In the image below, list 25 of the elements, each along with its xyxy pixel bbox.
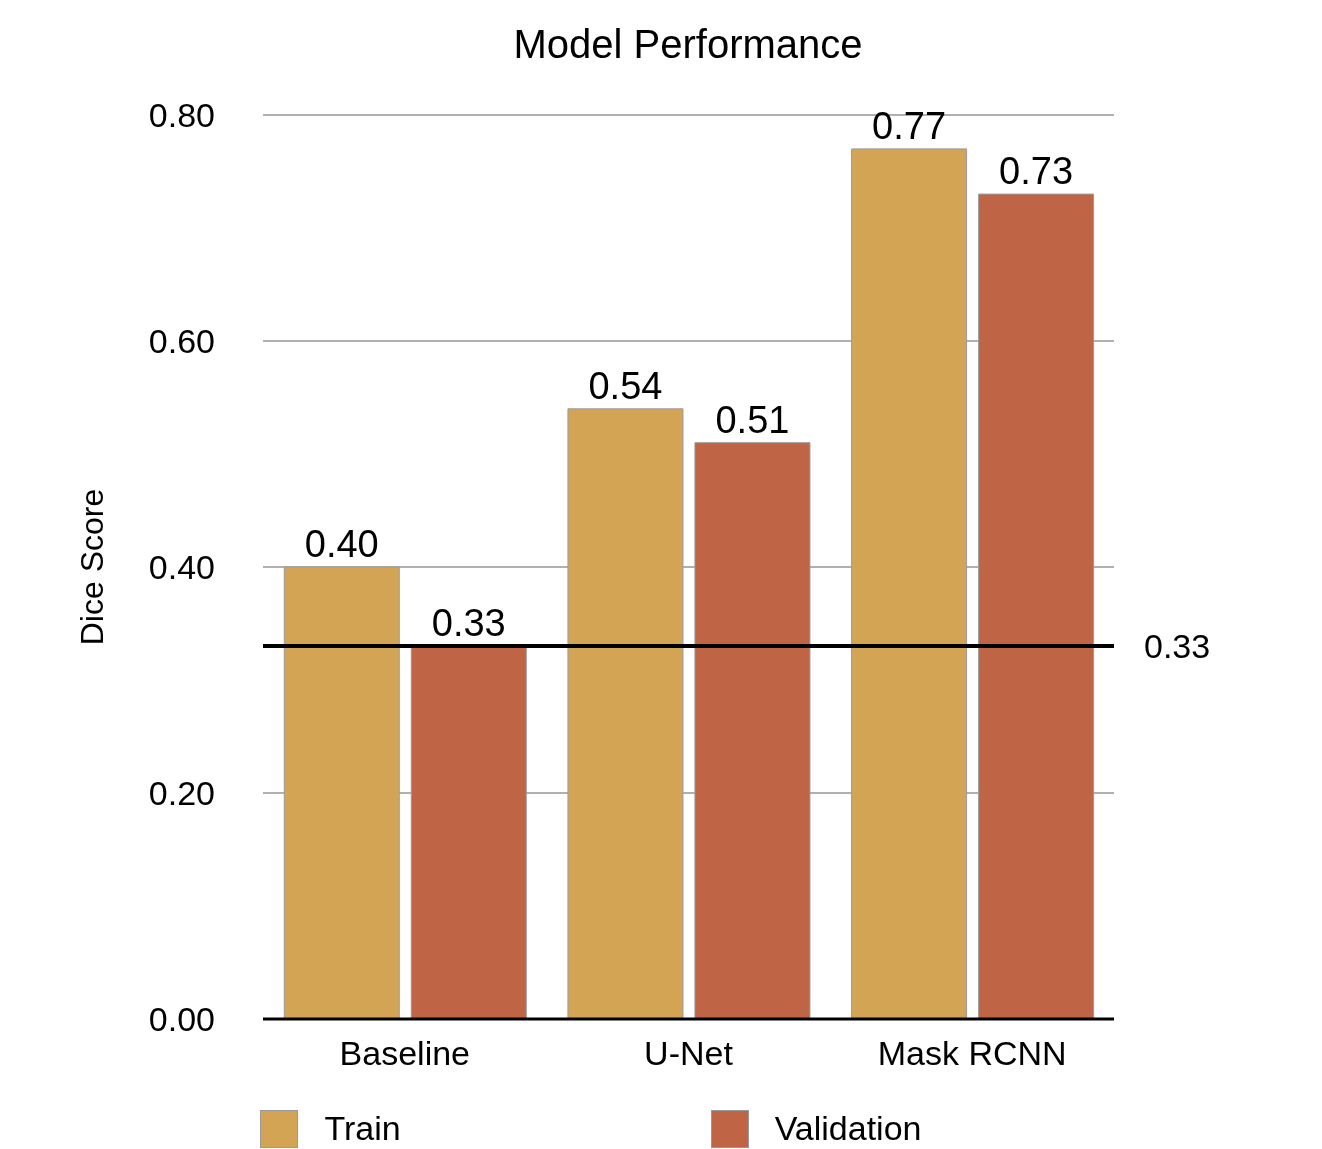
data-label: 0.73	[999, 150, 1074, 193]
x-tick-label: U-Net	[644, 1034, 734, 1073]
y-tick-label: 0.40	[148, 548, 215, 587]
y-axis-title: Dice Score	[74, 488, 111, 646]
ref-line-label: 0.33	[1144, 627, 1211, 666]
x-tick-label: Mask RCNN	[877, 1034, 1067, 1073]
data-label: 0.51	[715, 398, 790, 441]
chart-title: Model Performance	[512, 22, 864, 67]
bar	[410, 645, 527, 1019]
legend-label: Train	[324, 1109, 401, 1148]
y-tick-label: 0.60	[148, 322, 215, 361]
bar	[851, 148, 968, 1019]
y-tick-label: 0.80	[148, 96, 215, 135]
data-label: 0.77	[872, 104, 947, 147]
bar	[694, 442, 811, 1019]
bar	[567, 408, 684, 1019]
y-tick-label: 0.20	[148, 774, 215, 813]
bar	[283, 566, 400, 1019]
y-tick-label: 0.00	[148, 1000, 215, 1039]
bar	[978, 193, 1095, 1019]
data-label: 0.40	[304, 523, 379, 565]
legend-label: Validation	[774, 1109, 922, 1148]
x-tick-label: Baseline	[339, 1034, 471, 1073]
data-label: 0.54	[588, 364, 663, 407]
data-label: 0.33	[431, 602, 506, 645]
